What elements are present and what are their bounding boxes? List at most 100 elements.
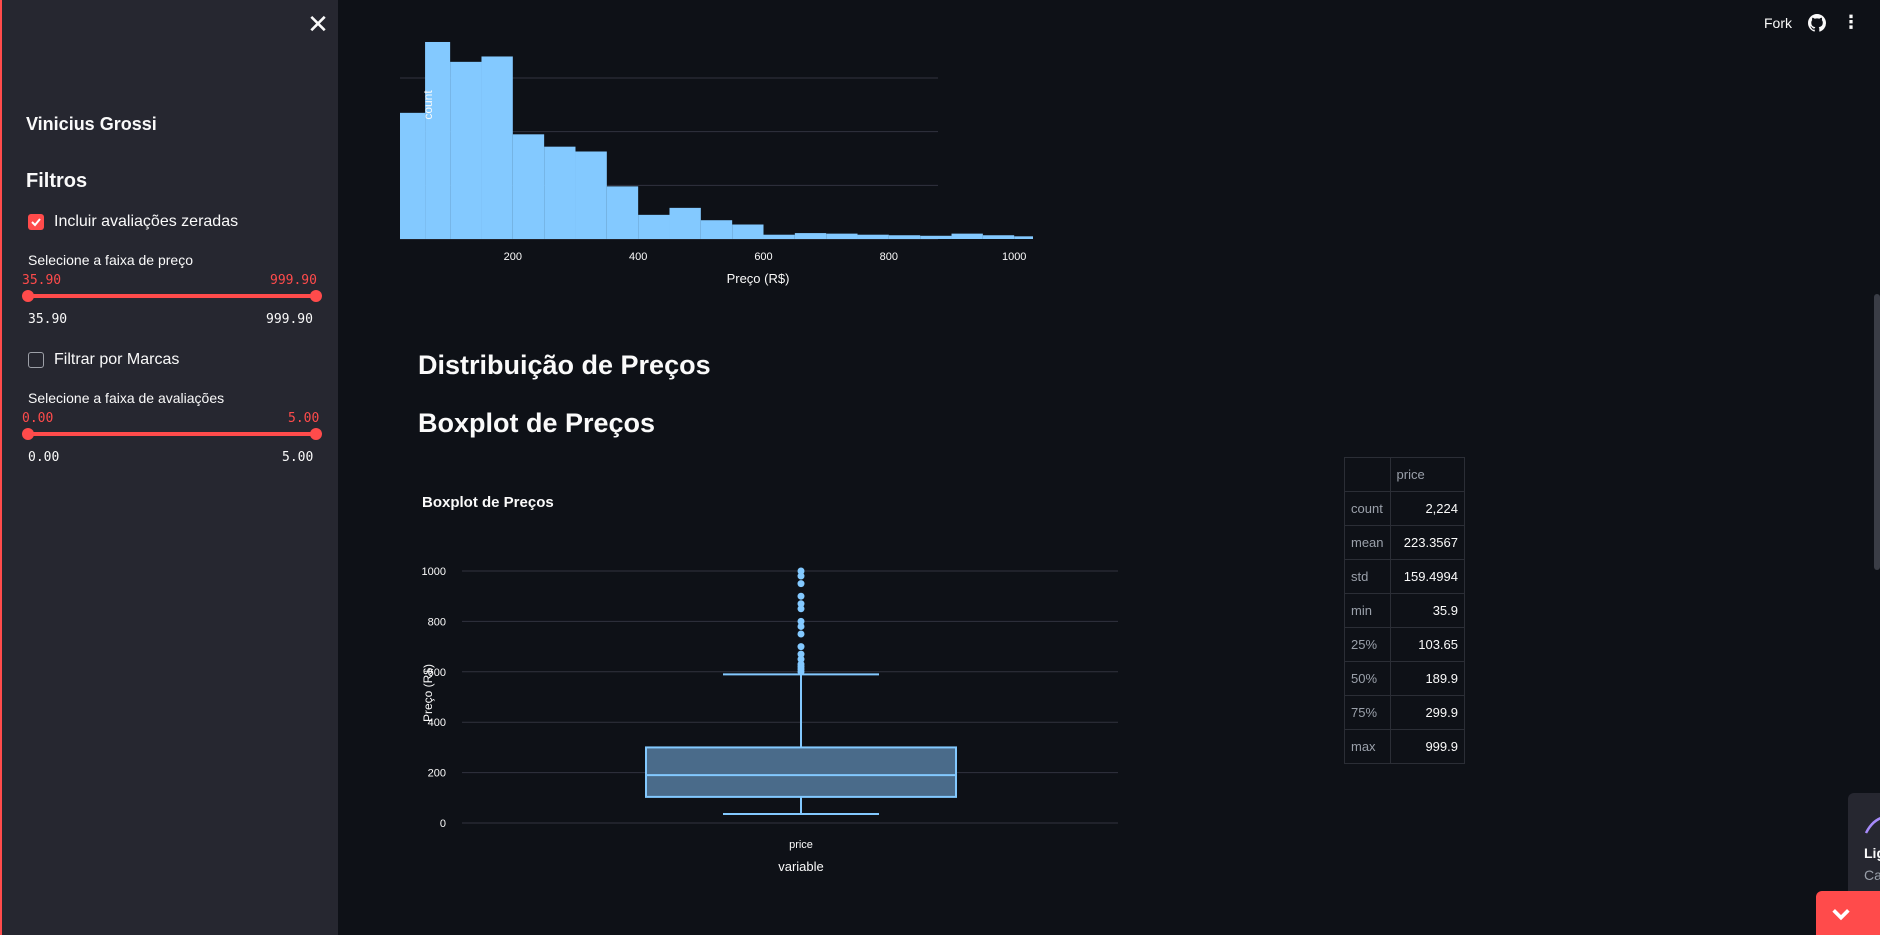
feather-icon <box>1864 817 1880 834</box>
toast-title: Lig <box>1864 845 1880 861</box>
table-row: min 35.9 <box>1344 593 1466 628</box>
boxplot-y-tick: 400 <box>428 717 446 729</box>
stat-name: min <box>1344 593 1391 628</box>
histogram-bar <box>732 224 764 239</box>
boxplot-y-tick: 800 <box>428 616 446 628</box>
histogram-bar <box>425 41 451 240</box>
checkbox-empty-icon <box>28 352 44 368</box>
histogram-bar <box>481 56 513 240</box>
heading-price-distribution: Distribuição de Preços <box>418 350 711 380</box>
boxplot-outlier <box>797 643 805 651</box>
heading-price-boxplot: Boxplot de Preços <box>418 408 656 438</box>
stat-name: 25% <box>1344 627 1391 662</box>
table-header-cell <box>1344 457 1391 492</box>
histogram-bar <box>669 207 701 239</box>
stat-name: count <box>1344 491 1391 526</box>
table-header-cell: price <box>1389 457 1466 492</box>
kebab-menu-icon[interactable]: ⋮ <box>1842 12 1860 32</box>
histogram-y-axis-label: count <box>421 90 435 120</box>
table-row: std 159.4994 <box>1344 559 1466 594</box>
brand-filter-label: Filtrar por Marcas <box>54 351 180 368</box>
include-zero-label: Incluir avaliações zeradas <box>54 213 239 230</box>
sidebar: ✕ Vinicius Grossi Filtros Incluir avalia… <box>0 0 338 935</box>
price-slider-high-value: 999.90 <box>270 273 317 288</box>
histogram-bar <box>794 233 827 239</box>
include-zero-checkbox[interactable]: Incluir avaliações zeradas <box>28 213 238 231</box>
stat-value: 189.9 <box>1389 661 1466 696</box>
boxplot-outlier <box>797 580 805 588</box>
histogram-x-tick: 800 <box>880 251 898 263</box>
stat-value: 2,224 <box>1389 491 1466 526</box>
boxplot-outlier <box>797 567 805 575</box>
stat-name: std <box>1344 559 1391 594</box>
boxplot-y-axis-label: Preço (R$) <box>421 664 435 722</box>
stat-name: 75% <box>1344 695 1391 730</box>
price-slider-label: Selecione a faixa de preço <box>28 252 193 268</box>
histogram-bar <box>512 134 545 239</box>
price-slider-low-thumb[interactable] <box>22 290 34 302</box>
author-name: Vinicius Grossi <box>26 114 157 134</box>
boxplot-outlier <box>797 605 805 613</box>
stat-name: 50% <box>1344 661 1391 696</box>
histogram-x-tick: 1000 <box>1002 251 1026 263</box>
price-boxplot: Boxplot de Preços 0 200 400 600 800 1000 pric… <box>421 494 1118 874</box>
boxplot-outlier <box>797 572 805 580</box>
price-slider-track[interactable] <box>28 294 316 298</box>
table-row: 25% 103.65 <box>1344 627 1466 662</box>
histogram-bar <box>606 186 639 239</box>
boxplot-y-tick: 0 <box>440 818 446 830</box>
histogram-bar <box>982 235 1015 239</box>
histogram-bar <box>638 214 670 239</box>
price-slider-min: 35.90 <box>28 312 68 327</box>
rating-slider-low-thumb[interactable] <box>22 428 34 440</box>
rating-slider-min: 0.00 <box>28 450 60 465</box>
boxplot-y-tick: 1000 <box>422 566 446 578</box>
github-icon[interactable] <box>1808 13 1826 32</box>
boxplot-outlier <box>797 622 805 630</box>
histogram-bar <box>888 235 921 239</box>
describe-table: price count 2,224 mean 223.3567 std 159.4994 m… <box>1344 457 1466 764</box>
stat-value: 35.9 <box>1389 593 1466 628</box>
rating-slider-low-value: 0.00 <box>22 411 54 426</box>
boxplot-outlier <box>797 592 805 600</box>
histogram-bar <box>575 151 607 239</box>
stat-value: 103.65 <box>1389 627 1466 662</box>
stat-name: mean <box>1344 525 1391 560</box>
table-row: count 2,224 <box>1344 491 1466 526</box>
price-slider-low-value: 35.90 <box>22 273 62 288</box>
histogram-bar <box>763 234 795 239</box>
boxplot-outlier <box>797 660 805 668</box>
histogram-bar <box>826 233 858 239</box>
table-row: mean 223.3567 <box>1344 525 1466 560</box>
stat-name: max <box>1344 729 1391 764</box>
histogram-bar <box>857 234 889 239</box>
chevron-down-icon <box>1832 909 1850 921</box>
fork-button[interactable]: Fork <box>1764 14 1792 31</box>
main-scrollbar[interactable] <box>1874 294 1880 570</box>
boxplot-outlier <box>797 617 805 625</box>
boxplot-box <box>645 746 957 798</box>
toast-cta-button[interactable] <box>1816 891 1880 935</box>
histogram-x-tick: 600 <box>754 251 772 263</box>
boxplot-category-label: price <box>789 839 813 851</box>
histogram-bar <box>450 61 482 240</box>
rating-slider-track[interactable] <box>28 432 316 436</box>
brand-filter-checkbox[interactable]: Filtrar por Marcas <box>28 351 179 369</box>
filters-title: Filtros <box>26 170 88 192</box>
checkmark-icon <box>28 214 44 230</box>
header-actions: Fork ⋮ <box>1764 12 1860 33</box>
histogram-bar <box>400 112 426 239</box>
table-header-row: price <box>1344 457 1466 492</box>
close-icon[interactable]: ✕ <box>307 9 329 39</box>
histogram-bar <box>951 233 983 239</box>
price-slider-max: 999.90 <box>266 312 313 327</box>
boxplot-x-axis-label: variable <box>778 859 824 874</box>
stat-value: 159.4994 <box>1389 559 1466 594</box>
rating-slider-max: 5.00 <box>282 450 314 465</box>
histogram-bar <box>700 220 733 239</box>
rating-slider-high-thumb[interactable] <box>310 428 322 440</box>
price-slider-high-thumb[interactable] <box>310 290 322 302</box>
histogram-x-tick: 200 <box>504 251 522 263</box>
histogram-bar <box>1014 236 1033 239</box>
